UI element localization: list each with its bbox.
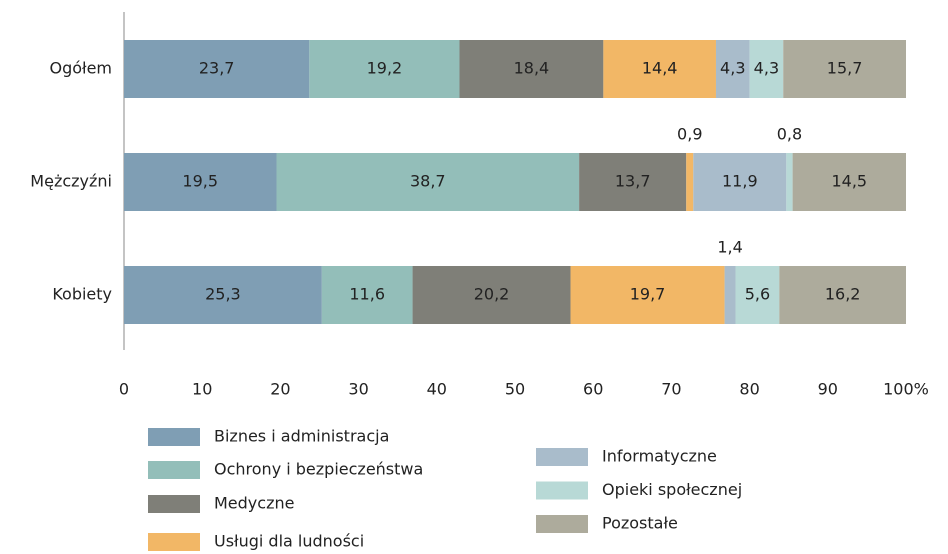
bar-segment — [124, 40, 310, 98]
bar-segment — [412, 266, 571, 324]
bar-segment — [321, 266, 413, 324]
data-label: 1,4 — [717, 238, 742, 257]
legend-label: Usługi dla ludności — [214, 532, 364, 551]
bar-segment — [603, 40, 716, 98]
legend-label: Opieki społecznej — [602, 480, 742, 499]
bar-segment — [792, 153, 906, 211]
legend-swatch — [148, 533, 200, 551]
data-label: 13,7 — [615, 172, 651, 191]
data-label: 0,8 — [777, 125, 802, 144]
x-tick-label: 100% — [883, 380, 929, 399]
bar-segment — [459, 40, 604, 98]
data-label: 0,9 — [677, 125, 702, 144]
data-label: 4,3 — [720, 59, 745, 78]
x-tick-label: 90 — [818, 380, 838, 399]
bar-segment — [715, 40, 750, 98]
bar-segment — [693, 153, 787, 211]
legend-swatch — [148, 495, 200, 513]
x-tick-label: 20 — [270, 380, 290, 399]
data-label: 19,7 — [630, 285, 666, 304]
bar-segment — [309, 40, 460, 98]
legend-swatch — [536, 481, 588, 500]
data-label: 23,7 — [199, 59, 235, 78]
data-label: 4,3 — [754, 59, 779, 78]
category-label: Mężczyźni — [30, 172, 112, 191]
legend-label: Biznes i administracja — [214, 427, 389, 446]
data-label: 5,6 — [745, 285, 770, 304]
x-tick-label: 30 — [348, 380, 368, 399]
category-label: Ogółem — [49, 59, 112, 78]
legend-label: Medyczne — [214, 494, 294, 513]
legend-label: Ochrony i bezpieczeństwa — [214, 460, 423, 479]
bar-segment — [724, 266, 736, 324]
x-tick-label: 10 — [192, 380, 212, 399]
data-label: 11,9 — [722, 172, 758, 191]
data-label: 25,3 — [205, 285, 241, 304]
legend-swatch — [148, 461, 200, 479]
legend-label: Informatyczne — [602, 447, 717, 466]
data-label: 14,5 — [831, 172, 867, 191]
bar-segment — [579, 153, 687, 211]
data-label: 15,7 — [827, 59, 863, 78]
bar-segment — [779, 266, 906, 324]
category-label: Kobiety — [52, 285, 112, 304]
x-tick-label: 0 — [119, 380, 129, 399]
legend-swatch — [536, 515, 588, 533]
data-label: 14,4 — [642, 59, 678, 78]
x-tick-label: 80 — [739, 380, 759, 399]
bar-segment — [686, 153, 694, 211]
x-tick-label: 60 — [583, 380, 603, 399]
x-tick-label: 40 — [427, 380, 447, 399]
data-label: 38,7 — [410, 172, 446, 191]
legend-label: Pozostałe — [602, 514, 678, 533]
data-label: 18,4 — [514, 59, 550, 78]
x-tick-label: 50 — [505, 380, 525, 399]
bar-segment — [783, 40, 906, 98]
data-label: 19,2 — [367, 59, 403, 78]
data-label: 20,2 — [474, 285, 510, 304]
legend-swatch — [536, 448, 588, 466]
bar-segment — [749, 40, 784, 98]
bar-segment — [276, 153, 580, 211]
data-label: 19,5 — [182, 172, 218, 191]
data-label: 11,6 — [349, 285, 385, 304]
bar-segment — [124, 153, 277, 211]
bar-segment — [124, 266, 322, 324]
bar-segment — [570, 266, 725, 324]
bar-segment — [735, 266, 780, 324]
bar-segment — [786, 153, 793, 211]
x-tick-label: 70 — [661, 380, 681, 399]
legend-swatch — [148, 428, 200, 446]
data-label: 16,2 — [825, 285, 861, 304]
